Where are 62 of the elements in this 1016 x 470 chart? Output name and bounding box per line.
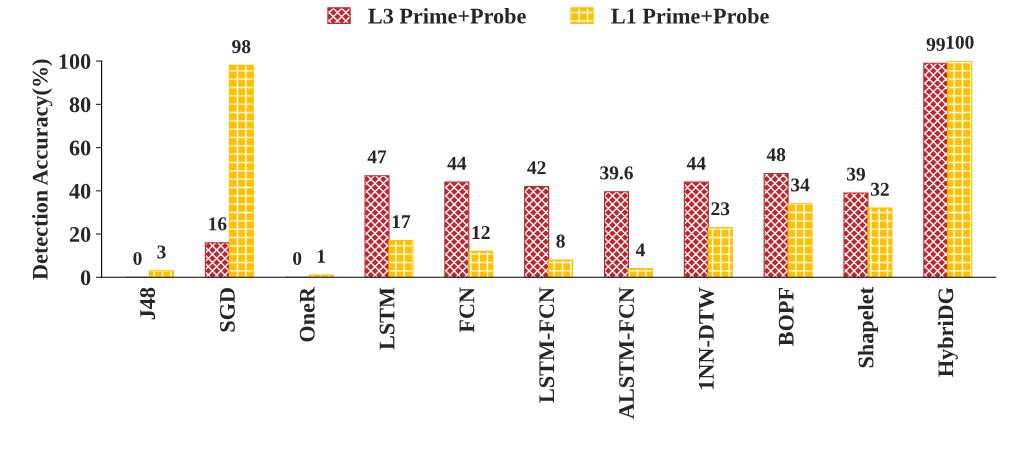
x-tick-label: LSTM — [379, 287, 395, 350]
data-label: 1 — [317, 249, 325, 263]
x-tick-label: ALSTM-FCN — [619, 287, 635, 419]
data-label: 4 — [635, 243, 645, 257]
y-tick-label: 20 — [69, 226, 91, 242]
data-label: 8 — [556, 234, 565, 248]
y-axis-title: Detection Accuracy(%) — [32, 59, 53, 280]
bar — [843, 192, 869, 278]
data-label: 0 — [293, 251, 302, 266]
bar — [707, 227, 733, 278]
bar — [388, 239, 414, 278]
bar — [627, 268, 653, 278]
x-tick-label: FCN — [459, 287, 475, 333]
data-label: 48 — [766, 148, 786, 162]
data-label: 34 — [791, 178, 810, 192]
x-tick-label: OneR — [299, 286, 315, 342]
x-tick-label: HybriDG — [937, 287, 958, 377]
data-label: 44 — [447, 156, 467, 170]
x-tick-label: BOPF — [778, 288, 794, 346]
bar — [524, 185, 550, 278]
bar — [364, 175, 390, 278]
y-tick-label: 0 — [80, 270, 91, 286]
bar — [228, 64, 254, 278]
data-label: 0 — [133, 251, 142, 266]
y-tick-label: 40 — [69, 183, 91, 199]
data-label: 44 — [686, 156, 706, 170]
x-tick-label: SGD — [219, 288, 235, 332]
bar — [308, 274, 334, 278]
legend-label: L3 Prime+Probe — [368, 7, 526, 24]
data-label: 100 — [946, 35, 974, 49]
data-label: 39 — [846, 167, 865, 181]
bar — [947, 61, 973, 278]
data-label: 17 — [392, 215, 411, 229]
data-label: 12 — [472, 226, 490, 239]
bar — [548, 259, 574, 278]
bar — [683, 181, 709, 278]
bar — [603, 191, 630, 278]
x-tick-label: Shapelet — [857, 287, 879, 368]
bar — [204, 242, 230, 278]
x-tick-label: 1NN-DTW — [698, 287, 714, 389]
y-tick-label: 60 — [69, 140, 91, 156]
bar — [867, 207, 893, 278]
bar — [787, 203, 813, 278]
y-tick-label: 80 — [69, 97, 91, 113]
data-label: 23 — [711, 202, 730, 216]
bar — [763, 172, 789, 278]
bar — [444, 181, 470, 278]
bar — [148, 270, 175, 278]
x-tick-label: LSTM-FCN — [539, 287, 555, 403]
data-label: 32 — [870, 182, 889, 196]
data-label: 39.6 — [600, 166, 633, 180]
data-label: 16 — [209, 217, 227, 231]
data-label: 42 — [527, 161, 546, 175]
data-label: 99 — [926, 37, 945, 51]
y-tick-label: 100 — [59, 54, 91, 70]
bar — [923, 62, 949, 278]
legend-label: L1 Prime+Probe — [611, 7, 769, 24]
data-label: 47 — [367, 150, 387, 164]
bar — [468, 250, 494, 278]
x-tick-label: J48 — [140, 287, 156, 320]
data-label: 98 — [232, 40, 251, 54]
data-label: 3 — [157, 245, 166, 259]
